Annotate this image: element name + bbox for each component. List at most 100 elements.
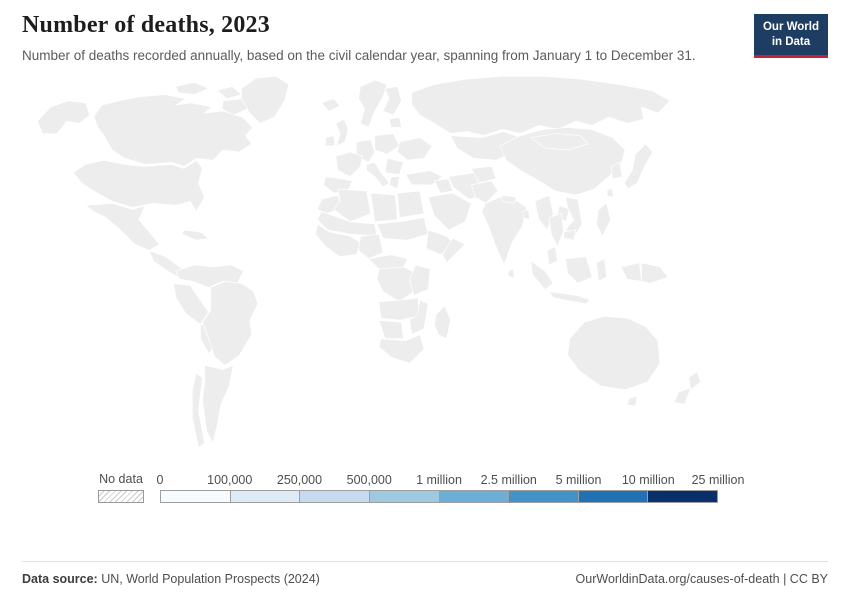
country-canada[interactable]: [93, 93, 254, 167]
country-brazil[interactable]: [202, 280, 259, 366]
chart-header: Number of deaths, 2023 Number of deaths …: [22, 12, 828, 66]
legend-bin-swatch[interactable]: [229, 489, 301, 503]
legend-no-data-label: No data: [99, 471, 143, 486]
country-greenland[interactable]: [241, 75, 290, 124]
country-afghanistan[interactable]: [470, 165, 497, 183]
country-algeria[interactable]: [333, 188, 372, 222]
country-papua-new-guinea[interactable]: [641, 261, 669, 284]
chart-subtitle: Number of deaths recorded annually, base…: [22, 48, 696, 63]
license-text: | CC BY: [779, 572, 828, 586]
country-chile[interactable]: [191, 372, 205, 448]
footer-source: Data source: UN, World Population Prospe…: [22, 572, 320, 586]
country-tasmania[interactable]: [626, 395, 638, 407]
country-somalia[interactable]: [442, 237, 466, 263]
legend-bin-swatch[interactable]: [438, 489, 510, 503]
country-kenya-tanzania[interactable]: [409, 264, 431, 296]
country-poland[interactable]: [374, 132, 400, 155]
legend-bin-swatch[interactable]: [647, 489, 718, 503]
legend-bin-swatch[interactable]: [368, 489, 440, 503]
country-argentina[interactable]: [202, 364, 234, 444]
country-south-korea[interactable]: [610, 161, 623, 179]
legend-tick-label: 1 million: [416, 472, 462, 487]
country-scandinavia[interactable]: [358, 79, 388, 128]
country-italy[interactable]: [366, 161, 390, 187]
country-alaska[interactable]: [36, 99, 91, 134]
world-map: [22, 70, 828, 470]
country-indonesia-sumatra[interactable]: [530, 259, 554, 290]
country-sahel[interactable]: [316, 210, 378, 237]
data-source-label: Data source:: [22, 572, 98, 586]
country-france[interactable]: [335, 151, 363, 177]
country-new-zealand-south[interactable]: [673, 386, 692, 405]
country-thailand[interactable]: [548, 212, 564, 247]
country-pakistan[interactable]: [470, 179, 499, 204]
header-text: Number of deaths, 2023 Number of deaths …: [22, 12, 696, 66]
country-russia[interactable]: [411, 75, 671, 136]
country-nepal[interactable]: [501, 194, 517, 204]
country-mozambique[interactable]: [409, 298, 429, 335]
country-australia[interactable]: [567, 315, 661, 390]
country-new-zealand-north[interactable]: [688, 370, 702, 391]
owid-link[interactable]: OurWorldinData.org/causes-of-death: [575, 572, 780, 586]
country-ireland[interactable]: [325, 134, 336, 146]
legend-tick-label: 100,000: [207, 472, 253, 487]
country-finland[interactable]: [382, 85, 402, 116]
country-balkans[interactable]: [384, 157, 405, 175]
country-iraq[interactable]: [433, 177, 454, 194]
country-united-kingdom[interactable]: [335, 118, 349, 147]
legend-tick-label: 25 million: [691, 472, 745, 487]
country-indonesia-papua[interactable]: [620, 261, 642, 282]
country-ukraine[interactable]: [396, 136, 433, 161]
legend-tick-label: 500,000: [346, 472, 392, 487]
country-peru[interactable]: [173, 282, 210, 325]
legend-bin-swatch[interactable]: [508, 489, 579, 503]
legend-bin-swatch[interactable]: [299, 489, 370, 503]
chart-footer: Data source: UN, World Population Prospe…: [22, 561, 828, 600]
country-malaysia[interactable]: [546, 245, 558, 265]
country-namibia-botswana[interactable]: [378, 319, 404, 339]
owid-logo-line2: in Data: [771, 35, 811, 48]
country-south-africa[interactable]: [378, 333, 425, 364]
country-mongolia[interactable]: [529, 132, 589, 150]
legend-tick-label: 250,000: [276, 472, 323, 487]
map-legend: No data 0 100,000 250,000 500,000 1 million 2…: [98, 472, 828, 503]
country-west-africa[interactable]: [314, 222, 361, 257]
country-india[interactable]: [481, 196, 528, 266]
country-canada-arctic-1[interactable]: [175, 81, 210, 95]
country-united-states[interactable]: [72, 159, 205, 212]
country-philippines[interactable]: [595, 202, 612, 237]
choropleth-svg: [36, 75, 702, 448]
owid-logo[interactable]: Our World in Data: [753, 14, 828, 58]
legend-bin-swatch[interactable]: [160, 489, 231, 503]
legend-tick-label: 5 million: [555, 472, 602, 487]
country-canada-baffin[interactable]: [221, 97, 249, 116]
country-indonesia-borneo[interactable]: [565, 255, 593, 284]
country-indonesia-java[interactable]: [548, 290, 591, 304]
country-iceland[interactable]: [320, 97, 341, 112]
country-japan[interactable]: [623, 142, 654, 190]
country-cambodia[interactable]: [563, 229, 577, 241]
country-central-africa[interactable]: [367, 253, 409, 271]
legend-tick-label: 2.5 million: [480, 472, 537, 487]
chart-title: Number of deaths, 2023: [22, 12, 270, 38]
owid-logo-line1: Our World: [762, 21, 819, 33]
legend-tick-label: 0: [156, 472, 164, 487]
country-libya[interactable]: [370, 192, 398, 222]
legend-no-data-swatch[interactable]: [98, 489, 144, 503]
country-baltics[interactable]: [388, 116, 402, 128]
country-nigeria[interactable]: [358, 233, 384, 259]
country-cuba[interactable]: [181, 229, 210, 241]
country-greece[interactable]: [388, 175, 400, 190]
country-egypt[interactable]: [396, 190, 425, 218]
country-madagascar[interactable]: [433, 304, 452, 339]
legend-bin-swatch[interactable]: [577, 489, 649, 503]
country-dr-congo[interactable]: [376, 266, 417, 302]
country-bangladesh[interactable]: [522, 208, 531, 220]
country-indonesia-sulawesi[interactable]: [595, 257, 607, 282]
legend-tick-label: 10 million: [621, 472, 675, 487]
country-canada-arctic-2[interactable]: [216, 85, 243, 99]
country-sri-lanka[interactable]: [507, 268, 515, 279]
country-taiwan[interactable]: [606, 186, 615, 198]
country-mexico[interactable]: [84, 202, 160, 251]
country-saudi-arabia[interactable]: [427, 192, 472, 230]
